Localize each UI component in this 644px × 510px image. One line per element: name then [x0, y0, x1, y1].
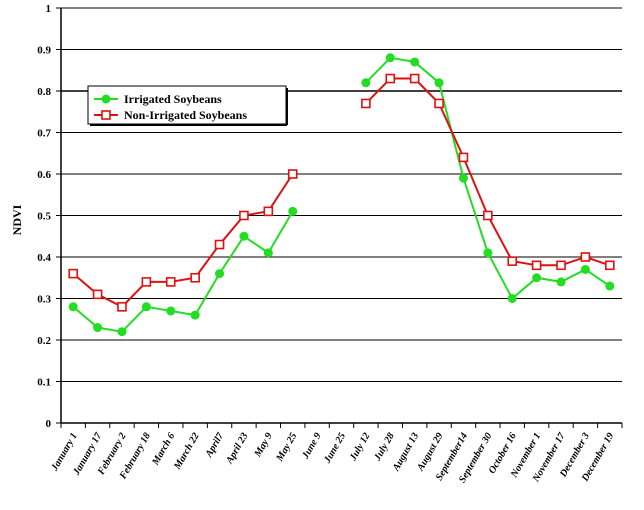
data-point: [117, 327, 127, 337]
data-point: [434, 98, 444, 109]
series-line: [72, 210, 294, 333]
data-point: [92, 289, 103, 300]
data-point: [141, 302, 151, 312]
data-point: [239, 231, 249, 241]
legend-swatch-marker: [101, 94, 111, 104]
x-tick-label: June 25: [322, 431, 349, 466]
series-line: [365, 56, 611, 301]
data-point: [483, 248, 493, 258]
series-irrigated: [68, 53, 615, 337]
x-tick-label: June 9: [300, 431, 324, 462]
data-point: [556, 277, 566, 287]
x-tick-label: July 28: [372, 431, 397, 464]
legend-label: Non-Irrigated Soybeans: [124, 108, 247, 122]
x-tick-label: April 23: [224, 431, 251, 466]
data-point: [166, 306, 176, 316]
data-point: [141, 277, 152, 287]
y-tick-label: 0: [46, 418, 52, 430]
series-group: [68, 53, 615, 337]
data-point: [434, 78, 444, 88]
data-point: [68, 302, 78, 312]
data-point: [190, 272, 200, 283]
data-point: [165, 277, 176, 287]
data-point: [531, 260, 542, 271]
data-point: [215, 269, 225, 279]
series-non-irrigated: [68, 73, 615, 312]
data-point: [288, 206, 298, 216]
data-point: [458, 152, 469, 163]
data-point: [483, 210, 493, 221]
y-tick-label: 0.6: [37, 169, 51, 181]
series-line: [365, 77, 611, 267]
data-point: [214, 239, 225, 250]
data-point: [410, 57, 420, 67]
x-tick-label: July 12: [347, 431, 372, 464]
legend: Irrigated Soybeans Non-Irrigated Soybeans: [87, 85, 288, 126]
x-tick-label: May 25: [274, 431, 299, 464]
data-point: [507, 294, 517, 303]
legend-label: Irrigated Soybeans: [124, 92, 222, 106]
data-point: [409, 73, 420, 84]
series-line: [72, 173, 294, 309]
data-point: [361, 98, 371, 109]
data-point: [93, 323, 103, 333]
y-tick-label: 0.8: [37, 86, 51, 98]
data-point: [239, 210, 249, 221]
data-point: [68, 268, 78, 279]
y-tick-label: 0.7: [37, 128, 51, 140]
y-tick-label: 0.2: [37, 335, 51, 347]
data-point: [605, 260, 615, 271]
data-point: [580, 264, 590, 274]
y-tick-label: 0.9: [37, 45, 51, 57]
data-point: [507, 256, 518, 266]
y-tick-label: 1: [46, 3, 52, 15]
gridlines: [61, 7, 622, 382]
y-tick-label: 0.3: [37, 294, 51, 306]
data-point: [605, 281, 615, 291]
y-tick-label: 0.4: [37, 252, 51, 264]
data-point: [385, 53, 395, 63]
data-point: [532, 273, 542, 283]
data-point: [263, 248, 273, 258]
data-point: [263, 206, 274, 217]
y-tick-label: 0.5: [37, 211, 51, 223]
data-point: [361, 78, 371, 88]
data-point: [385, 73, 396, 84]
y-tick-label: 0.1: [37, 377, 51, 389]
x-tick-label: May 9: [252, 431, 275, 460]
data-point: [556, 260, 566, 271]
data-point: [287, 169, 298, 179]
data-point: [117, 301, 127, 312]
x-tick-label: April7: [203, 430, 227, 460]
legend-box: [87, 85, 287, 125]
y-axis-ticks: 0 0.1 0.2 0.3 0.4 0.5 0.6 0.7 0.8 0.9 1: [37, 3, 61, 430]
data-point: [458, 173, 468, 183]
y-axis-title: NDVI: [10, 204, 24, 235]
data-point: [190, 310, 200, 320]
legend-swatch-marker: [101, 110, 111, 120]
data-point: [580, 252, 591, 262]
